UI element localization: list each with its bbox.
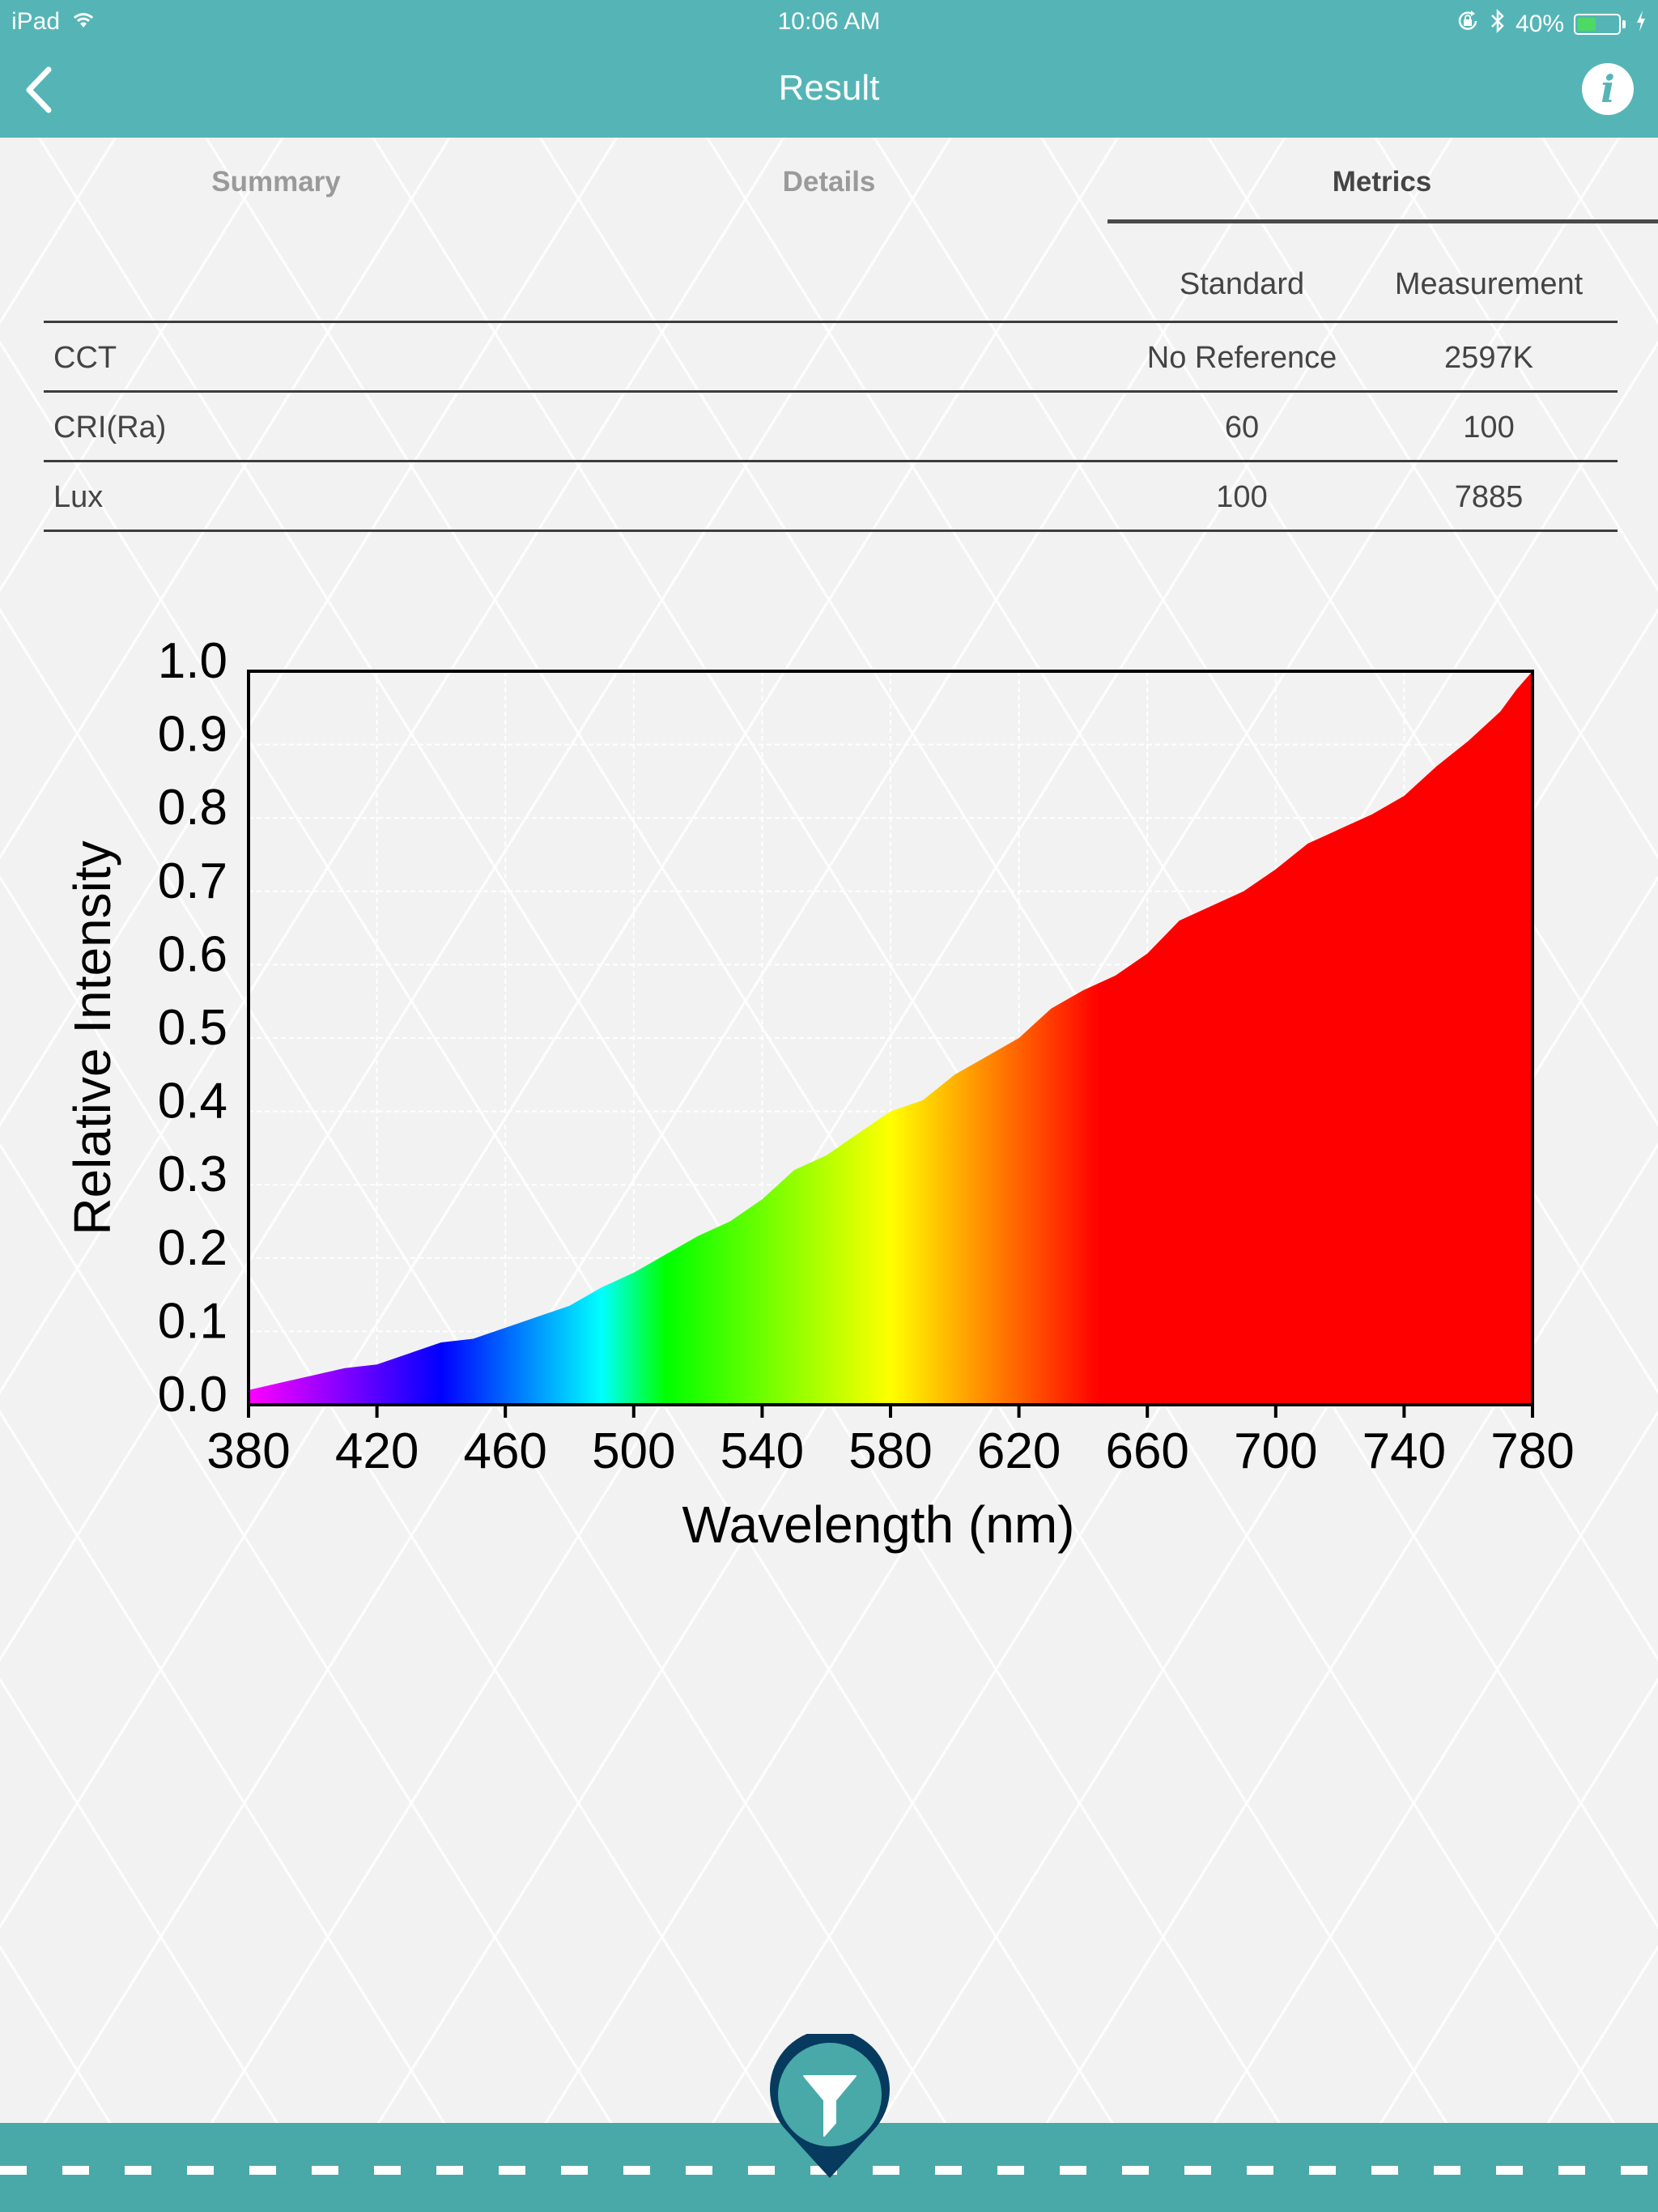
spectrum-area	[249, 671, 1533, 1405]
y-tick-label: 1.0	[158, 633, 227, 689]
device-name: iPad	[11, 8, 61, 35]
filter-button[interactable]	[769, 2029, 891, 2180]
back-button[interactable]	[18, 62, 66, 118]
x-tick-label: 460	[463, 1423, 546, 1479]
filter-icon	[803, 2075, 857, 2137]
x-tick-label: 420	[335, 1423, 419, 1479]
status-bar: iPad 10:06 AM 40%	[0, 0, 1658, 45]
chevron-left-icon	[26, 66, 52, 113]
standard-value: 60	[1224, 410, 1260, 445]
x-axis-title: Wavelength (nm)	[682, 1495, 1075, 1554]
column-header-measurement: Measurement	[1394, 267, 1584, 301]
bluetooth-icon	[1490, 8, 1506, 40]
y-tick-label: 0.5	[158, 1000, 227, 1056]
column-header-standard: Standard	[1179, 267, 1305, 301]
standard-value: No Reference	[1146, 341, 1337, 375]
table-header: Standard Measurement	[44, 251, 1618, 323]
y-tick-label: 0.0	[158, 1367, 227, 1423]
tab-summary[interactable]: Summary	[211, 166, 341, 198]
y-tick-label: 0.9	[158, 707, 227, 763]
y-tick-label: 0.7	[158, 853, 227, 909]
tab-metrics[interactable]: Metrics	[1106, 138, 1658, 223]
segmented-tabs: Summary Details Metrics	[0, 138, 1658, 223]
x-tick-label: 780	[1490, 1423, 1574, 1479]
nav-bar: Result i	[0, 45, 1658, 138]
y-tick-label: 0.2	[158, 1220, 227, 1276]
x-tick-label: 700	[1234, 1423, 1317, 1479]
y-axis-title: Relative Intensity	[63, 840, 121, 1235]
spectrum-plot: 380 420 460 500 540 580 620 660 700 740 780 0.0 0.1…	[63, 633, 1575, 1554]
info-icon: i	[1601, 67, 1615, 111]
header: iPad 10:06 AM 40% Result i	[0, 0, 1658, 138]
y-tick-label: 0.3	[158, 1146, 227, 1202]
row-label: CRI(Ra)	[53, 410, 167, 445]
battery-tip	[1622, 20, 1626, 28]
measurement-value: 2597K	[1444, 341, 1533, 375]
rotation-lock-icon	[1456, 9, 1480, 40]
battery-percent: 40%	[1515, 11, 1564, 37]
row-label: Lux	[53, 480, 104, 514]
x-tick-label: 660	[1105, 1423, 1188, 1479]
y-tick-label: 0.4	[158, 1074, 227, 1129]
spectrum-chart: 380 420 460 500 540 580 620 660 700 740 780 0.0 0.1…	[0, 615, 1658, 1571]
x-tick-label: 380	[206, 1423, 290, 1479]
x-tick-label: 620	[977, 1423, 1061, 1479]
table-row-cri: CRI(Ra) 60 100	[44, 393, 1618, 462]
measurement-value: 100	[1463, 410, 1515, 445]
standard-value: 100	[1216, 480, 1268, 514]
metrics-table: Standard Measurement CCT No Reference 25…	[44, 251, 1618, 532]
table-row-cct: CCT No Reference 2597K	[44, 323, 1618, 393]
measurement-value: 7885	[1454, 480, 1524, 514]
charging-bolt-icon	[1635, 10, 1647, 39]
y-axis-ticks: 0.0 0.1 0.2 0.3 0.4 0.5 0.6 0.7 0.8 0.9 1.0	[158, 633, 227, 1423]
tab-details[interactable]: Details	[782, 166, 876, 198]
y-tick-label: 0.8	[158, 780, 227, 836]
x-axis-ticks: 380 420 460 500 540 580 620 660 700 740 780	[206, 1405, 1575, 1479]
page-title: Result	[778, 68, 880, 108]
battery-icon	[1574, 14, 1621, 35]
row-label: CCT	[53, 341, 117, 375]
y-tick-label: 0.6	[158, 926, 227, 982]
x-tick-label: 740	[1363, 1423, 1446, 1479]
info-button[interactable]: i	[1582, 63, 1634, 115]
x-tick-label: 580	[848, 1423, 932, 1479]
x-tick-label: 540	[721, 1423, 804, 1479]
x-tick-label: 500	[592, 1423, 675, 1479]
wifi-icon	[71, 8, 96, 36]
y-tick-label: 0.1	[158, 1293, 227, 1349]
table-row-lux: Lux 100 7885	[44, 462, 1618, 532]
status-time: 10:06 AM	[777, 8, 881, 35]
